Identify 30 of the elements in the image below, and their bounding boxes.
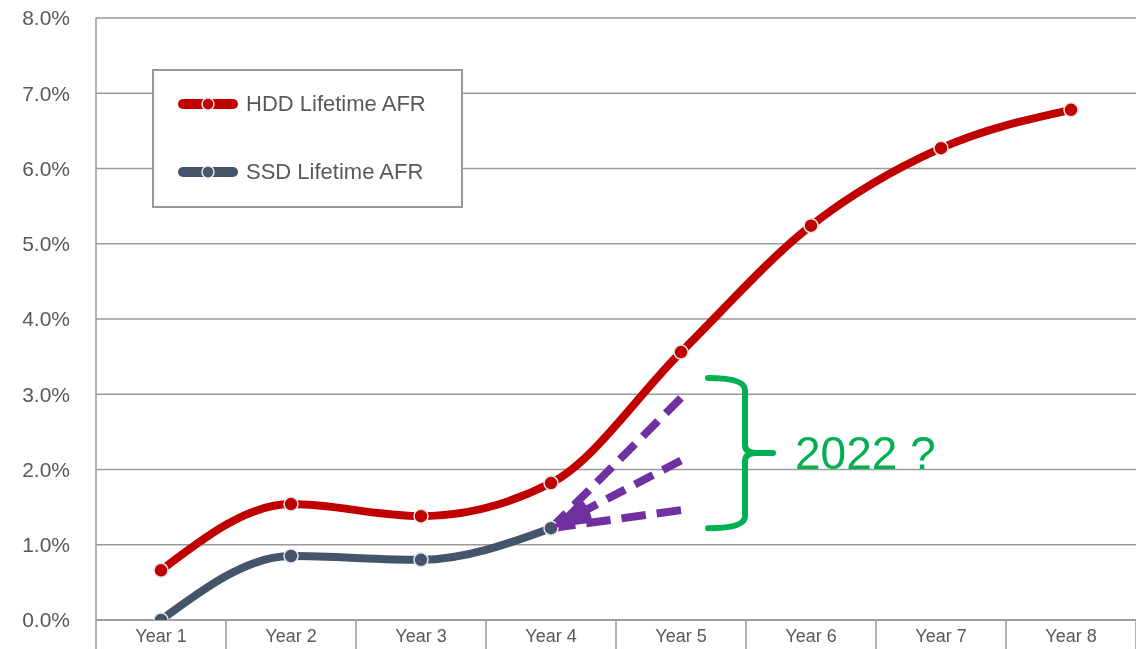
y-tick-label: 8.0% xyxy=(22,6,70,30)
y-tick-label: 5.0% xyxy=(22,232,70,256)
y-tick-label: 0.0% xyxy=(22,608,70,632)
y-tick-label: 3.0% xyxy=(22,382,70,406)
x-tick-label: Year 2 xyxy=(265,626,317,646)
point xyxy=(283,496,299,512)
y-tick-label: 4.0% xyxy=(22,307,70,331)
x-tick-label: Year 6 xyxy=(785,626,837,646)
x-tick-label: Year 5 xyxy=(655,626,707,646)
point xyxy=(803,217,819,234)
point xyxy=(543,475,559,491)
point xyxy=(673,344,689,360)
x-tick-label: Year 4 xyxy=(525,626,577,646)
x-tick-label: Year 8 xyxy=(1045,626,1097,646)
y-tick-label: 7.0% xyxy=(22,81,70,105)
legend-label: SSD Lifetime AFR xyxy=(246,159,424,185)
annotation: 2022 ? xyxy=(795,427,936,480)
y-tick-label: 2.0% xyxy=(22,457,70,481)
point xyxy=(1063,102,1079,118)
x-tick-label: Year 1 xyxy=(135,626,187,646)
point xyxy=(413,508,429,524)
point xyxy=(413,552,429,568)
x-tick-label: Year 3 xyxy=(395,626,447,646)
y-tick-label: 1.0% xyxy=(22,533,70,557)
x-tick-label: Year 7 xyxy=(915,626,967,646)
y-tick-label: 6.0% xyxy=(22,156,70,180)
point xyxy=(933,140,949,156)
point xyxy=(283,548,299,564)
point xyxy=(153,562,169,579)
legend-label: HDD Lifetime AFR xyxy=(246,91,426,117)
